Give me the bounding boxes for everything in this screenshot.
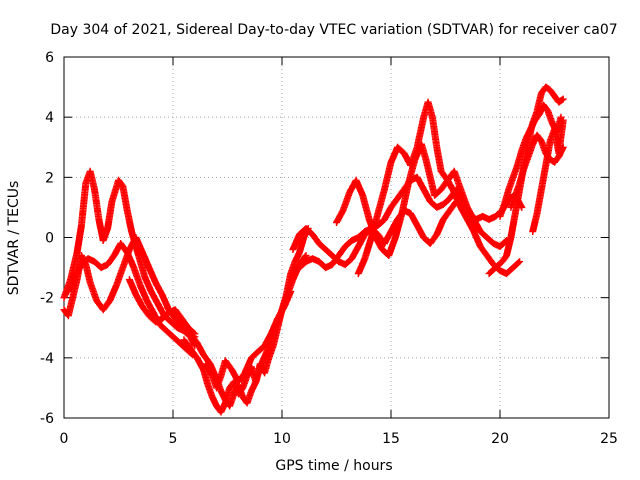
x-tick-labels: 0 5 10 15 20 25 xyxy=(60,431,618,447)
x-tick-label: 20 xyxy=(491,431,509,447)
y-tick-labels: -6 -4 -2 0 2 4 6 xyxy=(40,50,54,427)
x-tick-label: 5 xyxy=(169,431,178,447)
x-tick-label: 10 xyxy=(273,431,291,447)
y-tick-label: 2 xyxy=(45,170,54,186)
series-marks-track-15 xyxy=(507,131,567,211)
y-tick-label: 4 xyxy=(45,110,54,126)
y-tick-label: -4 xyxy=(40,351,54,367)
series-track-11 xyxy=(354,98,510,278)
series-track-1 xyxy=(60,167,199,350)
series-track-15 xyxy=(507,131,567,211)
x-tick-label: 15 xyxy=(382,431,400,447)
x-tick-label: 0 xyxy=(60,431,69,447)
series-marks-track-11 xyxy=(354,98,510,278)
y-tick-label: 0 xyxy=(45,231,54,247)
series-marks-track-14 xyxy=(529,116,567,235)
chart-title: Day 304 of 2021, Sidereal Day-to-day VTE… xyxy=(50,22,617,38)
series-marks-track-1 xyxy=(60,167,199,350)
series-track-9 xyxy=(295,197,460,272)
series-track-4 xyxy=(125,276,199,338)
data-marks xyxy=(60,83,567,416)
series-marks-track-4 xyxy=(125,276,199,338)
series-track-14 xyxy=(529,116,567,235)
y-tick-label: -6 xyxy=(40,411,54,427)
series-track-7 xyxy=(202,288,295,392)
x-axis-label: GPS time / hours xyxy=(275,458,392,474)
y-tick-label: -2 xyxy=(40,291,54,307)
y-axis-label: SDTVAR / TECUs xyxy=(6,181,22,296)
series-marks-track-7 xyxy=(202,288,295,392)
x-tick-label: 25 xyxy=(600,431,618,447)
grid xyxy=(64,57,609,418)
series-marks-track-9 xyxy=(295,197,460,272)
y-tick-label: 6 xyxy=(45,50,54,66)
